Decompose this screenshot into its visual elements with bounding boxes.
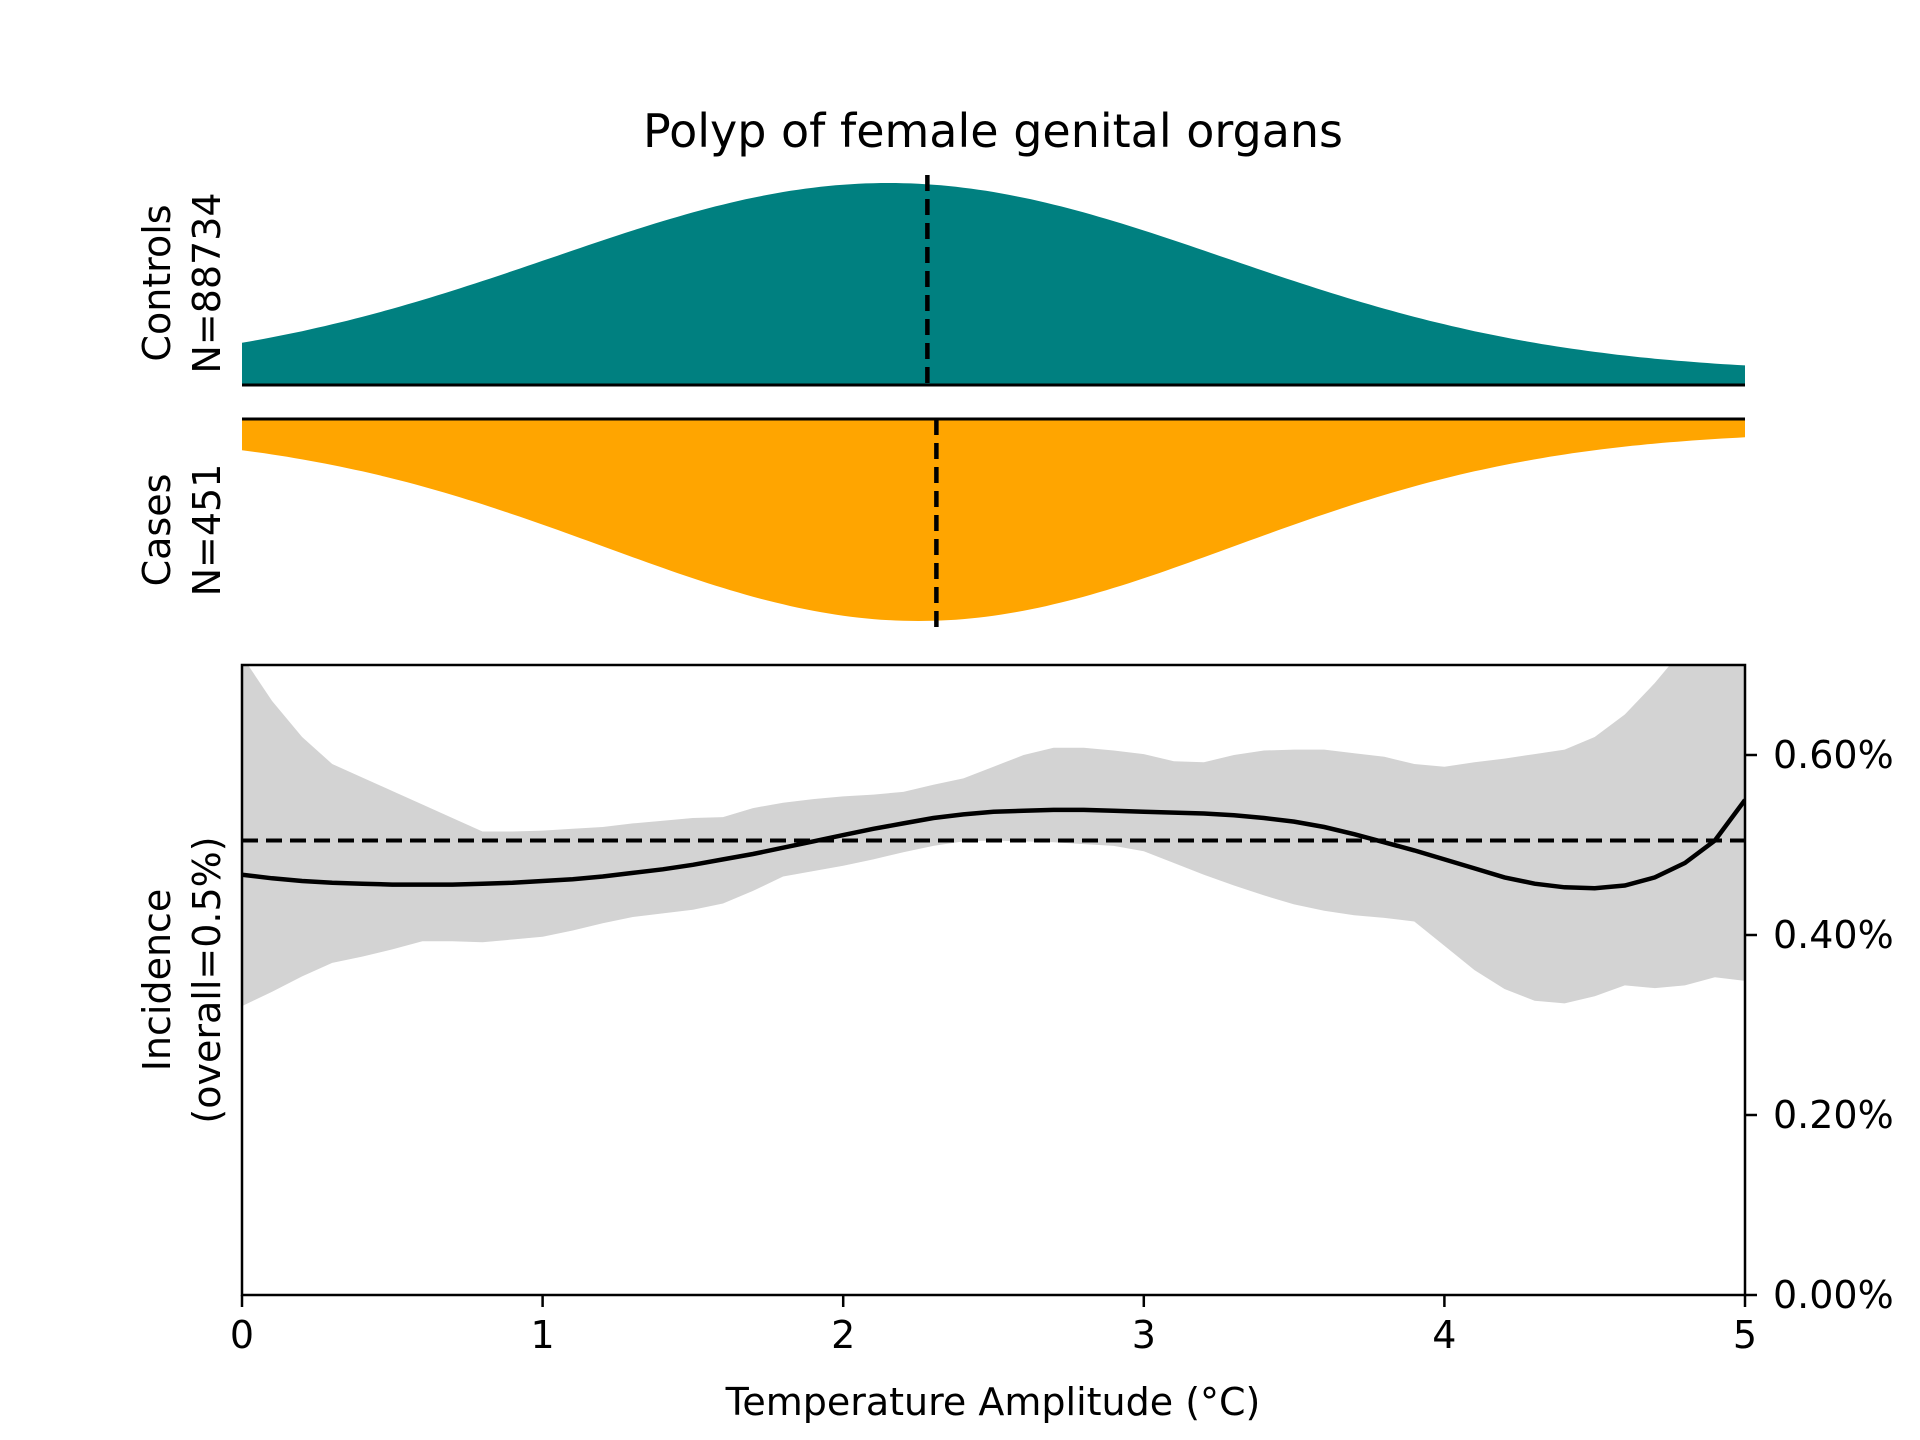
y-axis-ticks: 0.00% 0.20% 0.40% 0.60%	[1745, 733, 1894, 1317]
x-tick-label: 3	[1132, 1313, 1156, 1357]
y-tick-label: 0.40%	[1773, 913, 1894, 957]
cases-n-label: N=451	[185, 464, 229, 597]
x-tick-label: 4	[1432, 1313, 1456, 1357]
x-tick-label: 0	[230, 1313, 254, 1357]
y-tick-label: 0.60%	[1773, 733, 1894, 777]
x-tick-label: 2	[831, 1313, 855, 1357]
controls-panel: Controls N=88734	[135, 175, 1745, 387]
cases-density-area	[242, 419, 1745, 621]
controls-density-area	[242, 183, 1745, 385]
cases-panel: Cases N=451	[135, 417, 1745, 628]
controls-n-label: N=88734	[185, 192, 229, 373]
cases-label: Cases	[135, 474, 179, 587]
incidence-ylabel-line1: Incidence	[135, 889, 179, 1072]
incidence-panel: 0 1 2 3 4 5 0.00% 0.20% 0.40% 0.60% Incidence (o…	[135, 663, 1894, 1424]
incidence-line	[242, 798, 1745, 891]
controls-label: Controls	[135, 204, 179, 361]
x-axis-ticks: 0 1 2 3 4 5	[230, 1295, 1757, 1357]
incidence-plot-frame	[240, 663, 1747, 1297]
chart-title: Polyp of female genital organs	[643, 104, 1343, 158]
x-tick-label: 5	[1733, 1313, 1757, 1357]
incidence-confidence-band	[242, 665, 1745, 1007]
x-axis-label: Temperature Amplitude (°C)	[725, 1380, 1261, 1424]
y-tick-label: 0.00%	[1773, 1273, 1894, 1317]
incidence-ylabel-line2: (overall=0.5%)	[185, 836, 229, 1123]
y-tick-label: 0.20%	[1773, 1093, 1894, 1137]
x-tick-label: 1	[531, 1313, 555, 1357]
